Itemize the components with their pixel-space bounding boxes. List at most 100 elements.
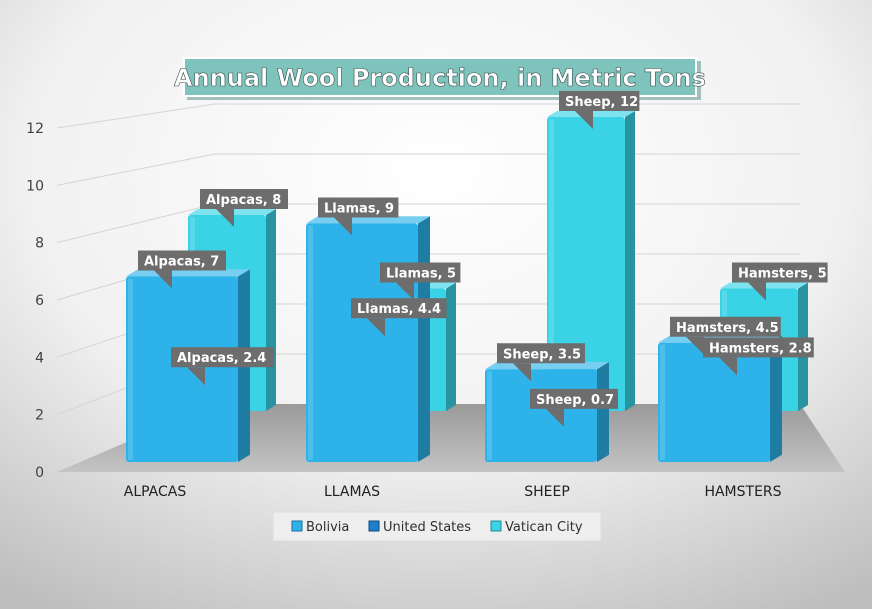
data-label-pointer bbox=[154, 270, 172, 289]
bar-front bbox=[547, 117, 625, 411]
data-label-pointer bbox=[334, 217, 352, 236]
x-axis-labels: ALPACAS LLAMAS SHEEP HAMSTERS bbox=[124, 484, 782, 500]
data-label: Hamsters, 4.5 bbox=[670, 316, 781, 355]
legend-label: United States bbox=[383, 520, 471, 535]
bars bbox=[126, 111, 808, 462]
y-tick-label: 0 bbox=[35, 465, 44, 481]
bar-bolivia bbox=[485, 362, 609, 462]
legend-swatch bbox=[368, 520, 380, 532]
data-label: Hamsters, 5 bbox=[732, 262, 828, 301]
data-label-box bbox=[530, 388, 618, 409]
bar-highlight bbox=[487, 371, 492, 460]
data-label: Llamas, 5 bbox=[380, 262, 461, 301]
data-label-text: Hamsters, 4.5 bbox=[676, 321, 779, 336]
bar-front bbox=[126, 276, 238, 462]
bar-side bbox=[625, 111, 635, 411]
bar-front bbox=[306, 223, 418, 462]
x-tick-label: SHEEP bbox=[524, 484, 570, 500]
bar-side bbox=[266, 209, 276, 411]
data-label: Alpacas, 2.4 bbox=[171, 347, 275, 386]
y-axis-ticks: 0 2 4 6 8 10 12 bbox=[26, 121, 44, 481]
data-label-pointer bbox=[575, 111, 593, 129]
bar-side bbox=[418, 216, 430, 462]
legend-swatch bbox=[490, 520, 502, 532]
data-label-text: Hamsters, 5 bbox=[738, 267, 827, 282]
data-label: Llamas, 4.4 bbox=[351, 298, 447, 337]
data-labels: Alpacas, 8 Alpacas, 2.4 Alpacas, 7 Llamas, … bbox=[138, 91, 828, 427]
bar-front bbox=[658, 342, 770, 462]
data-label: Sheep, 0.7 bbox=[530, 388, 618, 427]
bar-vatican-city bbox=[547, 111, 635, 411]
data-label-text: Sheep, 12 bbox=[565, 95, 638, 110]
data-label: Sheep, 3.5 bbox=[497, 343, 585, 382]
data-label-box bbox=[703, 337, 814, 358]
legend-item-united-states: United States bbox=[368, 520, 471, 535]
bar-bolivia bbox=[126, 269, 250, 462]
data-label-pointer bbox=[396, 282, 414, 301]
data-label-box bbox=[497, 343, 585, 364]
bar-side bbox=[446, 282, 456, 411]
chart-floor bbox=[57, 404, 845, 472]
data-label-pointer bbox=[686, 336, 704, 355]
bar-highlight bbox=[308, 225, 313, 460]
bar-highlight bbox=[549, 119, 554, 409]
x-tick-label: LLAMAS bbox=[324, 484, 380, 500]
data-label: Alpacas, 8 bbox=[200, 189, 288, 227]
bar-side bbox=[770, 335, 782, 462]
bar-highlight bbox=[660, 344, 665, 460]
y-tick-label: 10 bbox=[26, 178, 44, 194]
legend-item-bolivia: Bolivia bbox=[291, 520, 349, 535]
legend-swatch bbox=[291, 520, 303, 532]
y-tick-label: 4 bbox=[35, 350, 44, 366]
data-label-box bbox=[670, 316, 781, 337]
bar-bolivia bbox=[658, 335, 782, 462]
data-label-pointer bbox=[748, 282, 766, 301]
data-label-pointer bbox=[513, 363, 531, 382]
data-label-pointer bbox=[719, 357, 737, 376]
data-label-pointer bbox=[216, 209, 234, 227]
y-tick-label: 2 bbox=[35, 408, 44, 424]
data-label-text: Llamas, 4.4 bbox=[357, 302, 441, 317]
x-tick-label: ALPACAS bbox=[124, 484, 187, 500]
data-label: Hamsters, 2.8 bbox=[703, 337, 814, 376]
data-label-text: Llamas, 9 bbox=[324, 202, 394, 217]
data-label-pointer bbox=[546, 408, 564, 427]
legend-box bbox=[272, 511, 602, 542]
bar-front bbox=[485, 369, 597, 462]
data-label-box bbox=[380, 262, 461, 283]
data-label-pointer bbox=[367, 318, 385, 337]
data-label: Sheep, 12 bbox=[559, 91, 640, 129]
data-label-box bbox=[559, 91, 640, 111]
y-tick-label: 12 bbox=[26, 121, 44, 137]
data-label-pointer bbox=[187, 367, 205, 386]
bar-side bbox=[597, 362, 609, 462]
chart-title: Annual Wool Production, in Metric Tons bbox=[174, 57, 706, 100]
data-label-box bbox=[732, 262, 828, 283]
data-label-box bbox=[200, 189, 288, 209]
data-label: Alpacas, 7 bbox=[138, 250, 226, 289]
chart-title-text: Annual Wool Production, in Metric Tons bbox=[174, 64, 706, 92]
y-tick-label: 8 bbox=[35, 236, 44, 252]
x-tick-label: HAMSTERS bbox=[704, 484, 781, 500]
data-label-text: Alpacas, 8 bbox=[206, 193, 281, 208]
legend: Bolivia United States Vatican City bbox=[272, 511, 602, 542]
data-label-text: Llamas, 5 bbox=[386, 267, 456, 282]
legend-label: Bolivia bbox=[306, 520, 349, 535]
y-tick-label: 6 bbox=[35, 293, 44, 309]
bar-highlight bbox=[128, 278, 133, 460]
data-label-text: Sheep, 3.5 bbox=[503, 347, 581, 362]
data-label-text: Alpacas, 7 bbox=[144, 255, 219, 270]
legend-item-vatican-city: Vatican City bbox=[490, 520, 583, 535]
data-label-text: Alpacas, 2.4 bbox=[177, 351, 266, 366]
data-label-text: Sheep, 0.7 bbox=[536, 393, 614, 408]
legend-label: Vatican City bbox=[505, 520, 583, 535]
data-label-text: Hamsters, 2.8 bbox=[709, 341, 812, 356]
data-label-box bbox=[318, 197, 399, 218]
bar-bolivia bbox=[306, 216, 430, 462]
data-label-box bbox=[351, 298, 447, 319]
data-label-box bbox=[138, 250, 226, 271]
data-label: Llamas, 9 bbox=[318, 197, 399, 236]
data-label-box bbox=[171, 347, 275, 368]
